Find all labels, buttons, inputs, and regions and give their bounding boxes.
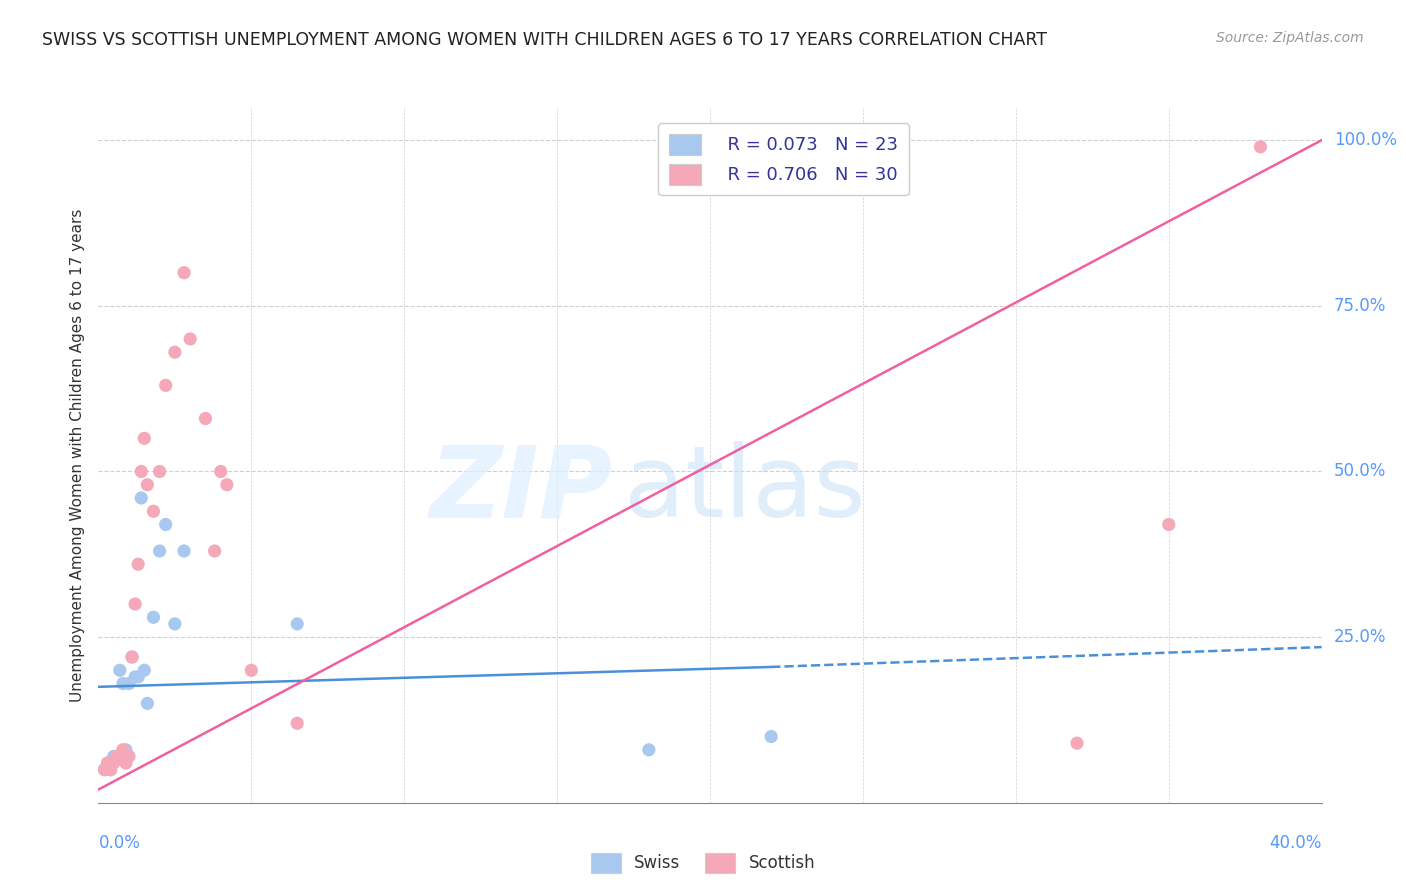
Point: [204, 544, 226, 558]
Point: [93, 763, 115, 777]
Point: [111, 676, 134, 690]
Point: [179, 332, 201, 346]
Text: 50.0%: 50.0%: [1334, 462, 1386, 481]
Text: 25.0%: 25.0%: [1334, 628, 1386, 646]
Text: atlas: atlas: [624, 442, 866, 538]
Point: [100, 763, 122, 777]
Point: [149, 544, 172, 558]
Point: [142, 610, 165, 624]
Point: [118, 749, 141, 764]
Point: [97, 756, 120, 770]
Point: [124, 597, 146, 611]
Point: [103, 756, 125, 770]
Point: [105, 749, 128, 764]
Y-axis label: Unemployment Among Women with Children Ages 6 to 17 years: Unemployment Among Women with Children A…: [69, 208, 84, 702]
Point: [115, 743, 138, 757]
Point: [134, 663, 156, 677]
Point: [637, 743, 661, 757]
Text: 75.0%: 75.0%: [1334, 297, 1386, 315]
Legend:   R = 0.073   N = 23,   R = 0.706   N = 30: R = 0.073 N = 23, R = 0.706 N = 30: [658, 123, 908, 195]
Point: [121, 650, 143, 665]
Point: [118, 676, 141, 690]
Point: [163, 345, 186, 359]
Point: [129, 491, 152, 505]
Point: [121, 650, 143, 665]
Point: [142, 504, 165, 518]
Point: [100, 763, 122, 777]
Point: [105, 749, 128, 764]
Point: [103, 749, 125, 764]
Text: SWISS VS SCOTTISH UNEMPLOYMENT AMONG WOMEN WITH CHILDREN AGES 6 TO 17 YEARS CORR: SWISS VS SCOTTISH UNEMPLOYMENT AMONG WOM…: [42, 31, 1047, 49]
Point: [136, 477, 159, 491]
Point: [1249, 140, 1271, 154]
Point: [285, 716, 308, 731]
Point: [115, 756, 138, 770]
Point: [108, 749, 131, 764]
Point: [155, 517, 177, 532]
Point: [149, 465, 172, 479]
Legend: Swiss, Scottish: Swiss, Scottish: [583, 847, 823, 880]
Text: 100.0%: 100.0%: [1334, 131, 1398, 149]
Point: [129, 465, 152, 479]
Point: [155, 378, 177, 392]
Point: [127, 558, 149, 572]
Point: [134, 431, 156, 445]
Point: [124, 670, 146, 684]
Point: [1066, 736, 1088, 750]
Point: [285, 616, 308, 631]
Point: [108, 663, 131, 677]
Point: [93, 763, 115, 777]
Point: [209, 465, 232, 479]
Point: [240, 663, 263, 677]
Text: Source: ZipAtlas.com: Source: ZipAtlas.com: [1216, 31, 1364, 45]
Point: [136, 697, 159, 711]
Point: [1157, 517, 1180, 532]
Point: [97, 756, 120, 770]
Point: [173, 266, 195, 280]
Point: [127, 670, 149, 684]
Point: [215, 477, 238, 491]
Point: [173, 544, 195, 558]
Point: [163, 616, 186, 631]
Point: [111, 743, 134, 757]
Point: [194, 411, 217, 425]
Point: [759, 730, 782, 744]
Text: ZIP: ZIP: [429, 442, 612, 538]
Text: 40.0%: 40.0%: [1270, 834, 1322, 852]
Text: 0.0%: 0.0%: [98, 834, 141, 852]
